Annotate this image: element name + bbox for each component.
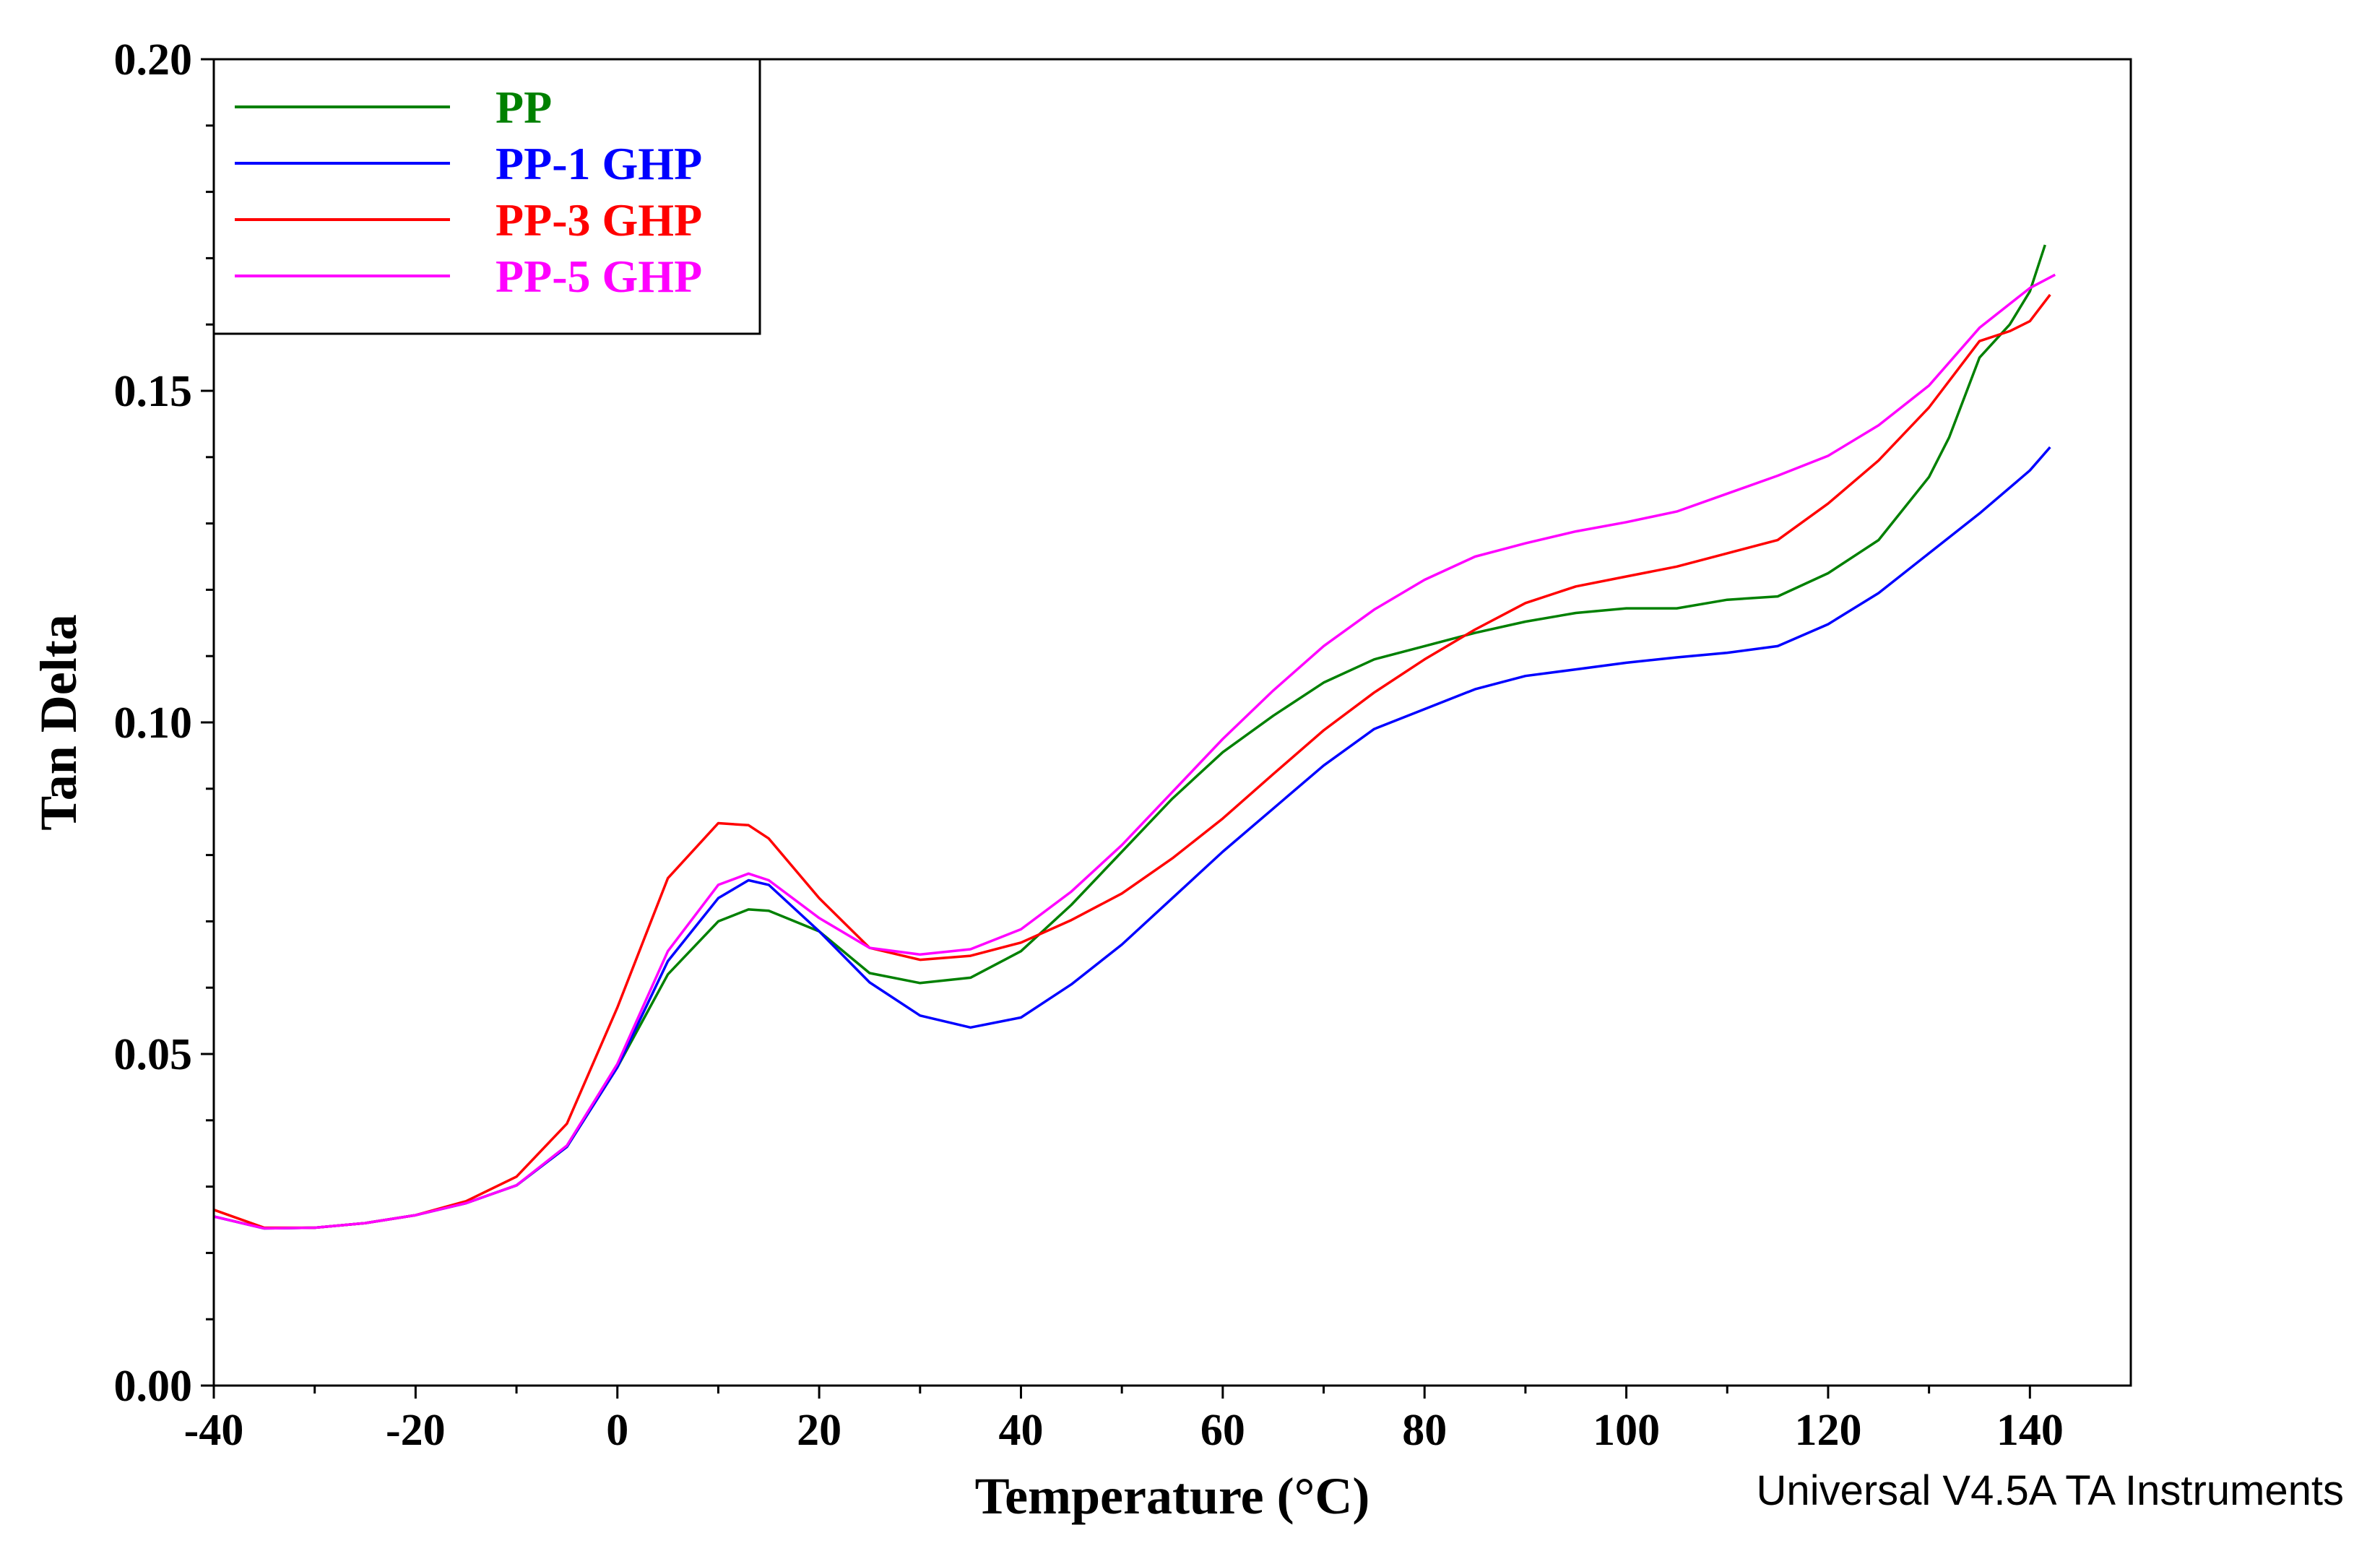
x-tick-label: 140 — [1996, 1406, 2064, 1455]
series-line-0 — [213, 244, 2046, 1230]
x-tick-label: 60 — [1200, 1406, 1245, 1455]
x-tick-label: 120 — [1794, 1406, 1861, 1455]
y-axis: 0.00 0.05 0.10 0.15 0.20 — [114, 35, 214, 1411]
series-layer — [213, 244, 2056, 1230]
legend-label-3: PP-5 GHP — [496, 251, 702, 302]
x-tick-label: -40 — [184, 1406, 244, 1455]
y-axis-title: Tan Delta — [30, 614, 87, 830]
x-tick-label: 40 — [998, 1406, 1043, 1455]
legend-label-1: PP-1 GHP — [496, 138, 702, 189]
x-axis: -40 -20 0 20 40 60 80 100 120 140 — [184, 1386, 2064, 1455]
x-axis-title: Temperature (°C) — [975, 1467, 1370, 1525]
series-line-3 — [213, 273, 2056, 1230]
x-tick-label: 100 — [1593, 1406, 1660, 1455]
x-tick-label: -20 — [386, 1406, 446, 1455]
x-tick-label: 0 — [606, 1406, 628, 1455]
y-tick-label: 0.00 — [114, 1362, 193, 1411]
series-line-1 — [213, 446, 2051, 1230]
x-tick-label: 80 — [1402, 1406, 1447, 1455]
series-line-2 — [213, 293, 2051, 1230]
legend-label-2: PP-3 GHP — [496, 194, 702, 246]
y-tick-label: 0.10 — [114, 699, 193, 748]
y-tick-label: 0.20 — [114, 35, 193, 85]
x-tick-label: 20 — [797, 1406, 841, 1455]
y-tick-label: 0.15 — [114, 367, 193, 416]
legend-label-0: PP — [496, 82, 552, 133]
legend-frame — [212, 58, 761, 335]
instrument-annotation: Universal V4.5A TA Instruments — [1757, 1467, 2344, 1514]
y-tick-label: 0.05 — [114, 1030, 193, 1079]
